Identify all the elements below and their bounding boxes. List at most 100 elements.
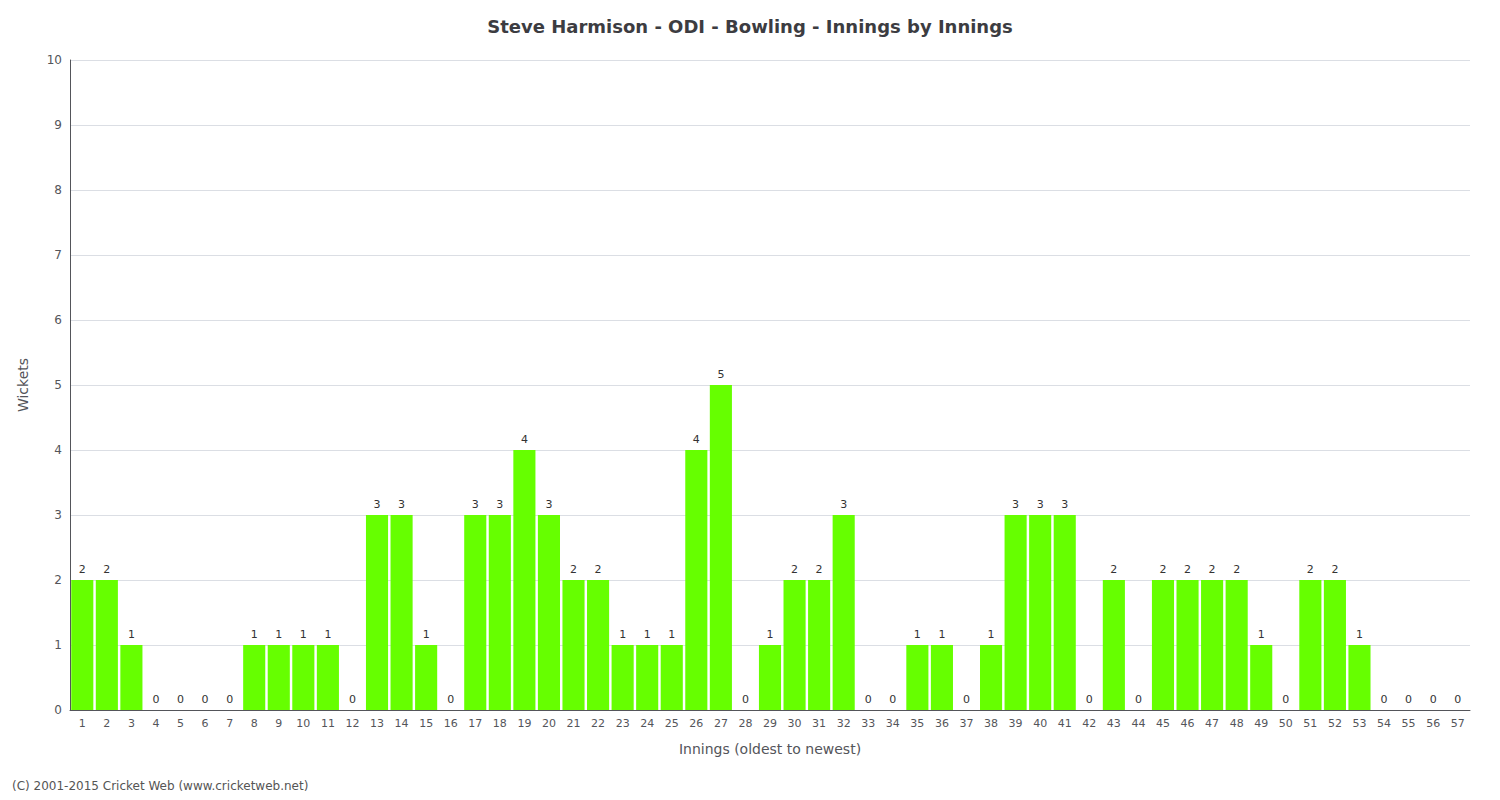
svg-text:4: 4 bbox=[152, 717, 159, 730]
svg-text:Steve Harmison - ODI - Bowling: Steve Harmison - ODI - Bowling - Innings… bbox=[487, 16, 1013, 37]
svg-text:1: 1 bbox=[914, 628, 921, 641]
svg-text:2: 2 bbox=[1184, 563, 1191, 576]
svg-text:3: 3 bbox=[1061, 498, 1068, 511]
svg-text:2: 2 bbox=[103, 717, 110, 730]
svg-text:1: 1 bbox=[128, 628, 135, 641]
svg-text:45: 45 bbox=[1156, 717, 1170, 730]
svg-text:13: 13 bbox=[370, 717, 384, 730]
svg-text:19: 19 bbox=[517, 717, 531, 730]
svg-text:1: 1 bbox=[275, 628, 282, 641]
svg-text:43: 43 bbox=[1107, 717, 1121, 730]
svg-text:15: 15 bbox=[419, 717, 433, 730]
svg-text:8: 8 bbox=[251, 717, 258, 730]
svg-text:54: 54 bbox=[1377, 717, 1391, 730]
svg-text:56: 56 bbox=[1426, 717, 1440, 730]
svg-text:0: 0 bbox=[865, 693, 872, 706]
svg-text:0: 0 bbox=[54, 703, 62, 717]
svg-text:4: 4 bbox=[54, 443, 62, 457]
svg-text:1: 1 bbox=[988, 628, 995, 641]
svg-text:3: 3 bbox=[128, 717, 135, 730]
svg-text:2: 2 bbox=[595, 563, 602, 576]
svg-text:3: 3 bbox=[374, 498, 381, 511]
svg-text:33: 33 bbox=[861, 717, 875, 730]
svg-text:2: 2 bbox=[1209, 563, 1216, 576]
svg-text:0: 0 bbox=[202, 693, 209, 706]
svg-text:22: 22 bbox=[591, 717, 605, 730]
svg-text:2: 2 bbox=[1331, 563, 1338, 576]
svg-text:28: 28 bbox=[738, 717, 752, 730]
svg-text:3: 3 bbox=[398, 498, 405, 511]
svg-text:3: 3 bbox=[496, 498, 503, 511]
svg-text:2: 2 bbox=[816, 563, 823, 576]
svg-text:34: 34 bbox=[886, 717, 900, 730]
svg-text:11: 11 bbox=[321, 717, 335, 730]
svg-text:41: 41 bbox=[1058, 717, 1072, 730]
svg-text:24: 24 bbox=[640, 717, 654, 730]
svg-text:4: 4 bbox=[693, 433, 700, 446]
svg-text:44: 44 bbox=[1131, 717, 1145, 730]
svg-text:39: 39 bbox=[1009, 717, 1023, 730]
svg-text:47: 47 bbox=[1205, 717, 1219, 730]
svg-text:0: 0 bbox=[1454, 693, 1461, 706]
svg-text:31: 31 bbox=[812, 717, 826, 730]
svg-text:0: 0 bbox=[177, 693, 184, 706]
svg-text:30: 30 bbox=[788, 717, 802, 730]
svg-text:Innings (oldest to newest): Innings (oldest to newest) bbox=[679, 741, 861, 757]
svg-text:25: 25 bbox=[665, 717, 679, 730]
svg-text:8: 8 bbox=[54, 183, 62, 197]
svg-text:0: 0 bbox=[742, 693, 749, 706]
svg-text:40: 40 bbox=[1033, 717, 1047, 730]
svg-text:5: 5 bbox=[717, 368, 724, 381]
svg-text:7: 7 bbox=[54, 248, 62, 262]
svg-text:3: 3 bbox=[1012, 498, 1019, 511]
svg-text:1: 1 bbox=[619, 628, 626, 641]
svg-text:1: 1 bbox=[423, 628, 430, 641]
svg-text:17: 17 bbox=[468, 717, 482, 730]
svg-text:5: 5 bbox=[54, 378, 62, 392]
svg-text:6: 6 bbox=[54, 313, 62, 327]
svg-text:2: 2 bbox=[1110, 563, 1117, 576]
svg-text:3: 3 bbox=[472, 498, 479, 511]
svg-text:12: 12 bbox=[345, 717, 359, 730]
svg-text:1: 1 bbox=[324, 628, 331, 641]
svg-text:5: 5 bbox=[177, 717, 184, 730]
svg-text:2: 2 bbox=[1159, 563, 1166, 576]
svg-text:7: 7 bbox=[226, 717, 233, 730]
svg-text:1: 1 bbox=[54, 638, 62, 652]
svg-text:3: 3 bbox=[54, 508, 62, 522]
svg-text:1: 1 bbox=[668, 628, 675, 641]
svg-text:1: 1 bbox=[644, 628, 651, 641]
svg-text:48: 48 bbox=[1230, 717, 1244, 730]
svg-text:0: 0 bbox=[963, 693, 970, 706]
svg-text:4: 4 bbox=[521, 433, 528, 446]
svg-text:2: 2 bbox=[103, 563, 110, 576]
svg-text:10: 10 bbox=[47, 53, 62, 67]
svg-text:2: 2 bbox=[791, 563, 798, 576]
svg-text:1: 1 bbox=[251, 628, 258, 641]
svg-text:50: 50 bbox=[1279, 717, 1293, 730]
svg-text:53: 53 bbox=[1352, 717, 1366, 730]
svg-text:57: 57 bbox=[1451, 717, 1465, 730]
svg-text:16: 16 bbox=[444, 717, 458, 730]
svg-text:1: 1 bbox=[938, 628, 945, 641]
svg-text:27: 27 bbox=[714, 717, 728, 730]
svg-text:3: 3 bbox=[1037, 498, 1044, 511]
svg-text:2: 2 bbox=[79, 563, 86, 576]
svg-text:37: 37 bbox=[959, 717, 973, 730]
svg-text:2: 2 bbox=[1307, 563, 1314, 576]
svg-text:55: 55 bbox=[1402, 717, 1416, 730]
svg-text:18: 18 bbox=[493, 717, 507, 730]
svg-text:51: 51 bbox=[1303, 717, 1317, 730]
svg-text:0: 0 bbox=[349, 693, 356, 706]
svg-text:52: 52 bbox=[1328, 717, 1342, 730]
svg-text:Wickets: Wickets bbox=[15, 358, 31, 412]
svg-text:20: 20 bbox=[542, 717, 556, 730]
svg-text:0: 0 bbox=[1086, 693, 1093, 706]
svg-text:2: 2 bbox=[570, 563, 577, 576]
svg-text:0: 0 bbox=[226, 693, 233, 706]
svg-text:32: 32 bbox=[837, 717, 851, 730]
svg-text:38: 38 bbox=[984, 717, 998, 730]
svg-text:(C) 2001-2015 Cricket Web (www: (C) 2001-2015 Cricket Web (www.cricketwe… bbox=[12, 779, 308, 793]
svg-text:0: 0 bbox=[1135, 693, 1142, 706]
svg-text:1: 1 bbox=[767, 628, 774, 641]
